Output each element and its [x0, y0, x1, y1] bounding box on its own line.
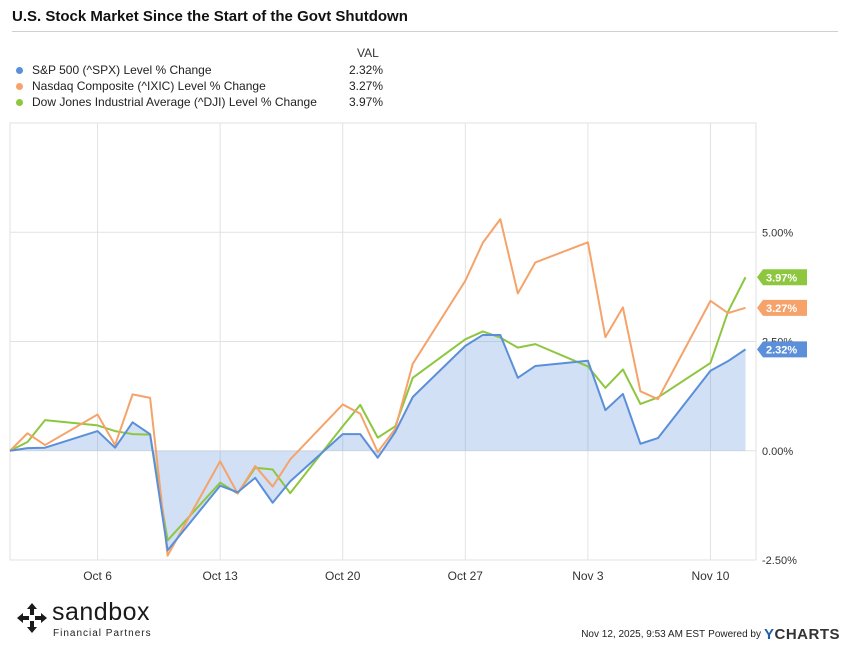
- timestamp: Nov 12, 2025, 9:53 AM EST: [581, 629, 706, 640]
- legend-dot-dji: [16, 99, 23, 106]
- series-line-0: [9, 333, 747, 552]
- end-value-label-2: 3.97%: [766, 272, 797, 284]
- x-tick-label: Oct 6: [83, 569, 112, 583]
- end-value-tag-2: [757, 269, 807, 286]
- series-line-2: [9, 276, 747, 542]
- x-tick-label: Nov 3: [572, 569, 604, 583]
- x-tick-label: Oct 20: [325, 569, 361, 583]
- ycharts-logo-rest: CHARTS: [774, 626, 840, 643]
- powered-by-text: Powered by: [708, 629, 761, 640]
- logo-tagline: Financial Partners: [53, 628, 152, 639]
- series-area-0: [10, 334, 746, 551]
- legend-value-spx: 2.32%: [349, 63, 384, 77]
- end-value-tag-0: [757, 341, 807, 358]
- series-line-1: [9, 218, 746, 557]
- legend-label-ixic: Nasdaq Composite (^IXIC) Level % Change: [32, 79, 266, 93]
- x-tick-label: Nov 10: [691, 569, 729, 583]
- legend-value-ixic: 3.27%: [349, 79, 384, 93]
- legend-item-ixic[interactable]: Nasdaq Composite (^IXIC) Level % Change …: [16, 79, 396, 95]
- legend-item-spx[interactable]: S&P 500 (^SPX) Level % Change 2.32%: [16, 63, 396, 79]
- title-divider: [12, 31, 838, 32]
- ycharts-logo-y: Y: [763, 626, 775, 643]
- end-value-label-1: 3.27%: [766, 303, 797, 315]
- legend-value-dji: 3.97%: [349, 95, 384, 109]
- end-value-label-0: 2.32%: [766, 344, 797, 356]
- legend-dot-ixic: [16, 83, 23, 90]
- ycharts-logo[interactable]: YCHARTS: [764, 626, 840, 643]
- legend-value-header: VAL: [357, 46, 379, 60]
- y-tick-label: 5.00%: [762, 227, 793, 239]
- x-tick-label: Oct 27: [448, 569, 484, 583]
- footer-credit: Nov 12, 2025, 9:53 AM EST Powered by YCH…: [581, 626, 840, 643]
- y-tick-label: -2.50%: [762, 555, 797, 567]
- chart-title: U.S. Stock Market Since the Start of the…: [12, 8, 408, 25]
- legend-dot-spx: [16, 67, 23, 74]
- legend-label-spx: S&P 500 (^SPX) Level % Change: [32, 63, 212, 77]
- y-tick-label: 0.00%: [762, 446, 793, 458]
- legend-label-dji: Dow Jones Industrial Average (^DJI) Leve…: [32, 95, 317, 109]
- x-tick-label: Oct 13: [202, 569, 238, 583]
- sandbox-logo[interactable]: sandbox Financial Partners: [16, 598, 151, 639]
- legend-item-dji[interactable]: Dow Jones Industrial Average (^DJI) Leve…: [16, 95, 396, 111]
- logo-name: sandbox: [52, 598, 151, 626]
- sandbox-arrows-icon: [17, 603, 47, 633]
- end-value-tag-1: [757, 299, 807, 316]
